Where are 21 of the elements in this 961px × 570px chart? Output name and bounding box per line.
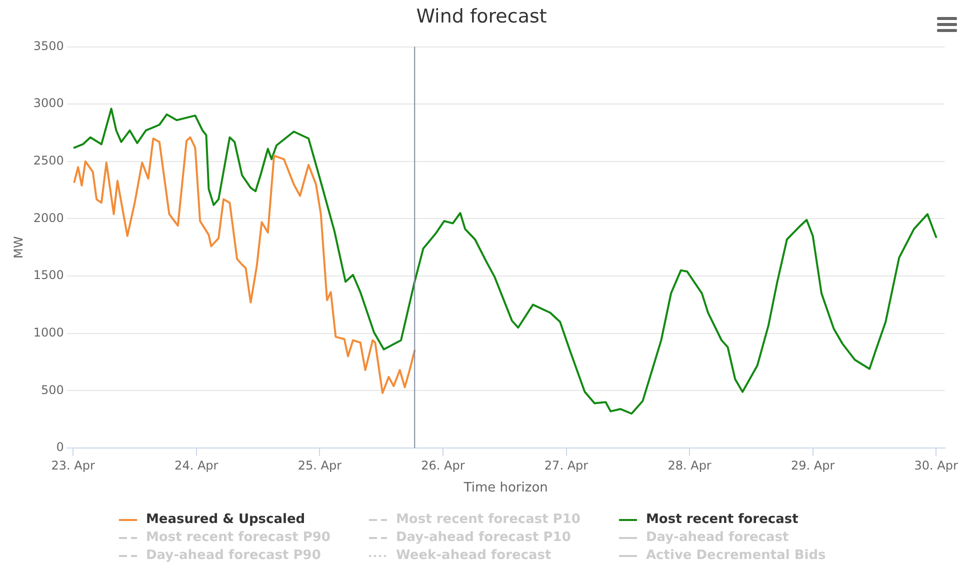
x-tick-label: 23. Apr: [51, 458, 95, 472]
y-tick-label: 1000: [33, 325, 64, 340]
x-tick-label: 25. Apr: [298, 458, 342, 472]
y-axis-title: MW: [11, 236, 26, 259]
x-tick-label: 24. Apr: [174, 458, 218, 472]
legend-label: Most recent forecast: [646, 512, 798, 527]
x-tick-label: 27. Apr: [544, 458, 588, 472]
y-tick-label: 3500: [33, 38, 64, 53]
x-tick-label: 29. Apr: [790, 458, 835, 472]
chart-title: Wind forecast: [416, 5, 547, 28]
y-tick-label: 500: [41, 382, 64, 397]
y-tick-label: 2500: [33, 154, 64, 168]
y-tick-label: 1500: [33, 268, 64, 282]
x-tick-label: 30. Apr: [914, 458, 958, 472]
legend-label: Measured & Upscaled: [146, 512, 306, 527]
x-axis-title: Time horizon: [462, 480, 548, 496]
x-tick-label: 28. Apr: [668, 458, 712, 472]
y-tick-label: 3000: [33, 96, 64, 110]
x-tick-label: 26. Apr: [421, 458, 465, 472]
y-tick-label: 2000: [33, 210, 64, 225]
y-tick-label: 0: [56, 440, 64, 454]
